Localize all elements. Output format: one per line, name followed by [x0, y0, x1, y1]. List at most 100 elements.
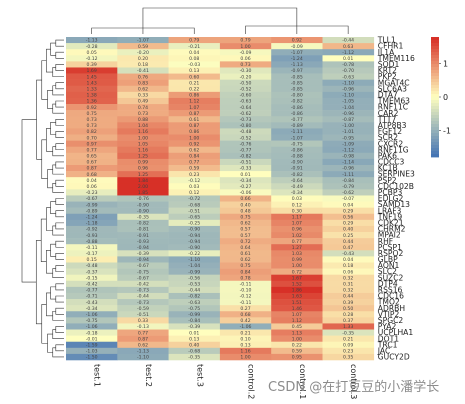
- heatmap-cell: [322, 195, 375, 202]
- cell-value-label: -0.90: [188, 245, 200, 251]
- heatmap-cell: [271, 292, 323, 300]
- heatmap-cell: [168, 292, 221, 300]
- heatmap-cell: [219, 201, 272, 208]
- dendrogram-branch: [55, 344, 64, 352]
- heatmap-cell: [168, 250, 221, 257]
- cell-value-label: -0.52: [240, 87, 252, 93]
- cell-value-label: 1.00: [292, 336, 302, 342]
- cell-value-label: 0.04: [87, 178, 97, 184]
- cell-value-label: 0.35: [343, 355, 353, 361]
- row-label: RNF11G: [378, 145, 409, 154]
- heatmap-cell: [219, 292, 272, 300]
- cell-value-label: -1.10: [137, 355, 149, 361]
- heatmap-cell: [271, 347, 323, 355]
- heatmap-cell: [322, 335, 375, 343]
- cell-value-label: -1.04: [188, 263, 200, 269]
- heatmap-cell: [219, 158, 272, 166]
- heatmap-cell: [322, 244, 375, 251]
- dendrogram-branch: [55, 100, 64, 108]
- heatmap-cell: [168, 195, 221, 202]
- cell-value-label: 0.04: [343, 202, 353, 208]
- heatmap-cell: [117, 274, 169, 282]
- cell-value-label: 0.73: [87, 117, 97, 123]
- heatmap-cell: [219, 183, 272, 190]
- row-label: MGAT4C: [378, 78, 410, 87]
- cell-value-label: 0.73: [240, 62, 250, 68]
- heatmap-cell: [168, 152, 221, 160]
- heatmap-cell: [219, 256, 272, 263]
- heatmap-cell: [219, 347, 272, 355]
- cell-value-label: 0.39: [87, 62, 97, 68]
- heatmap-cell: [66, 250, 118, 257]
- legend-gradient-step: [431, 133, 439, 137]
- heatmap-cell: [219, 317, 272, 324]
- heatmap-cell: [66, 286, 118, 294]
- cell-value-label: -0.18: [86, 330, 98, 336]
- heatmap-cell: [322, 152, 375, 160]
- heatmap-cell: [66, 104, 118, 111]
- cell-value-label: 0.49: [138, 99, 148, 105]
- dendrogram-branch: [47, 333, 53, 353]
- heatmap-cell: [322, 73, 375, 80]
- heatmap-cell: [117, 55, 169, 62]
- heatmap-cell: [219, 353, 272, 361]
- heatmap-cell: [117, 262, 169, 269]
- cell-value-label: 1.69: [87, 68, 97, 74]
- cell-value-label: 1.16: [240, 349, 250, 355]
- cell-value-label: -0.77: [291, 117, 303, 123]
- cell-value-label: 0.23: [343, 349, 353, 355]
- dendrogram-branch: [55, 118, 64, 126]
- row-label: RSS16: [378, 286, 403, 295]
- dendrogram-branch: [55, 64, 64, 71]
- cell-value-label: -0.95: [342, 135, 354, 141]
- cell-value-label: -0.86: [291, 147, 303, 153]
- heatmap-cell: [322, 292, 375, 300]
- cell-value-label: -0.52: [240, 135, 252, 141]
- cell-value-label: 0.73: [87, 123, 97, 129]
- cell-value-label: 0.79: [240, 38, 250, 44]
- dendrogram-branch: [52, 85, 64, 96]
- heatmap-cell: [168, 268, 221, 275]
- heatmap-cell: [66, 207, 118, 215]
- cell-value-label: -1.14: [342, 160, 354, 166]
- row-label: CDCC3: [378, 158, 405, 167]
- cell-value-label: -0.62: [342, 190, 354, 196]
- cell-value-label: 0.70: [87, 135, 97, 141]
- dendrogram-branch: [55, 39, 64, 47]
- dendrogram-branch: [52, 103, 64, 114]
- heatmap-cell: [66, 158, 118, 166]
- row-label: ADRBH: [378, 304, 405, 313]
- cell-value-label: -0.77: [86, 288, 98, 294]
- cell-value-label: -0.15: [86, 275, 98, 281]
- dendrogram-branch: [35, 240, 42, 325]
- legend-gradient-step: [431, 127, 439, 131]
- heatmap-cell: [168, 317, 221, 324]
- heatmap-cell: [219, 55, 272, 62]
- heatmap-cell: [168, 244, 221, 251]
- cell-value-label: 0.62: [138, 342, 148, 348]
- dendrogram-branch: [55, 240, 64, 248]
- cell-value-label: 1.45: [87, 74, 97, 80]
- heatmap-cell: [117, 152, 169, 160]
- heatmap-cell: [117, 128, 169, 135]
- cell-value-label: -0.76: [240, 141, 252, 147]
- cell-value-label: -1.18: [86, 221, 98, 227]
- dendrogram-branch: [55, 161, 64, 169]
- heatmap-cell: [168, 256, 221, 263]
- heatmap-cell: [117, 189, 169, 196]
- heatmap-cell: [271, 104, 323, 111]
- heatmap-cell: [66, 73, 118, 80]
- heatmap-cell: [219, 262, 272, 269]
- cell-value-label: 1.33: [343, 324, 353, 330]
- heatmap-cell: [271, 116, 323, 123]
- cell-value-label: -0.99: [188, 269, 200, 275]
- cell-value-label: -0.64: [240, 105, 252, 111]
- cell-value-label: -0.63: [188, 300, 200, 306]
- legend-gradient-step: [431, 88, 439, 92]
- cell-value-label: -0.17: [86, 251, 98, 257]
- cell-value-label: 0.20: [138, 56, 148, 62]
- heatmap-cell: [117, 335, 169, 343]
- heatmap-cell: [219, 177, 272, 184]
- heatmap-cell: [168, 49, 221, 56]
- cell-value-label: 0.18: [343, 263, 353, 269]
